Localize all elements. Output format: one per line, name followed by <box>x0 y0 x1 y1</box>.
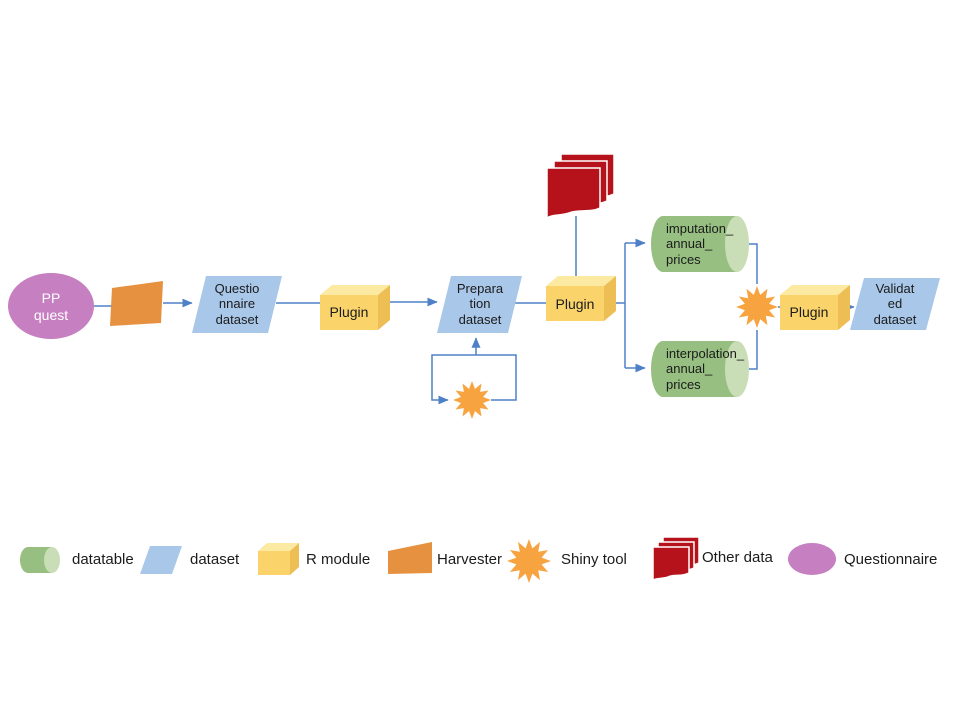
harvester-trapezoid <box>110 281 163 326</box>
preparation-dataset-parallelogram <box>437 276 522 333</box>
r-module-box-icon <box>258 543 299 575</box>
datatable-cylinder-icon <box>20 547 60 573</box>
plugin3-box-front <box>780 295 838 330</box>
legend-label-shiny-tool: Shiny tool <box>561 551 627 568</box>
plugin3-box-side <box>838 285 850 330</box>
pp-quest-label: PP quest <box>33 290 69 323</box>
questionnaire-dataset-parallelogram <box>192 276 282 333</box>
plugin1-box <box>320 285 390 330</box>
plugin2-box-front <box>546 286 604 321</box>
plugin1-label: Plugin <box>329 304 369 320</box>
edge-interpolation-to-star <box>749 330 758 370</box>
imputation-cylinder <box>651 216 749 272</box>
edge-plugin2-split <box>616 243 626 368</box>
plugin1-box-front <box>320 295 378 330</box>
legend-icons <box>20 536 836 583</box>
plugin3-label: Plugin <box>789 304 829 320</box>
questionnaire-dataset-label: Questio nnaire dataset <box>214 281 260 327</box>
legend-label-harvester: Harvester <box>437 551 503 568</box>
document-page-front <box>546 167 601 220</box>
shiny-tool-star-icon <box>507 539 551 583</box>
imputation-cylinder-cap <box>725 216 749 272</box>
dataset-parallelogram-icon <box>140 546 182 574</box>
plugin2-label: Plugin <box>555 296 595 312</box>
preparation-dataset-label: Prepara tion dataset <box>456 281 504 327</box>
imputation-table-label: imputation_ annual_ prices <box>666 221 734 267</box>
validated-dataset-label: Validat ed dataset <box>873 281 917 327</box>
imputation-cylinder-body <box>651 216 737 272</box>
plugin3-box <box>780 285 850 330</box>
legend-label-dataset: dataset <box>190 551 240 568</box>
plugin2-box-top <box>546 276 616 286</box>
questionnaire-ellipse-icon <box>788 543 836 575</box>
interpolation-cylinder <box>651 341 749 397</box>
harvester-trapezoid-icon <box>388 542 432 574</box>
plugin3-box-top <box>780 285 850 295</box>
pp-quest-ellipse <box>8 273 94 339</box>
legend-label-r-module: R module <box>306 551 371 568</box>
interpolation-cylinder-cap <box>725 341 749 397</box>
edge-prep-shiny-loop <box>431 354 517 405</box>
edge-imputation-to-star <box>749 243 758 284</box>
legend-label-questionnaire: Questionnaire <box>844 551 938 568</box>
interpolation-table-label: interpolation_ annual_ prices <box>666 346 745 392</box>
legend-label-datatable: datatable <box>72 551 134 568</box>
interpolation-cylinder-body <box>651 341 737 397</box>
plugin2-box <box>546 276 616 321</box>
validated-dataset-parallelogram <box>850 278 940 330</box>
legend-label-other-data: Other data <box>702 549 773 566</box>
validation-shiny-tool-star <box>736 286 778 328</box>
plugin1-box-top <box>320 285 390 295</box>
other-data-documents <box>546 153 615 220</box>
prep-shiny-tool-star <box>453 381 491 419</box>
plugin2-box-side <box>604 276 616 321</box>
other-data-documents-icon <box>652 536 700 582</box>
plugin1-box-side <box>378 285 390 330</box>
